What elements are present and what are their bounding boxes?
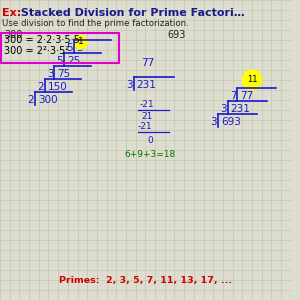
- Text: 7: 7: [230, 91, 236, 101]
- Text: 231: 231: [137, 80, 157, 90]
- Text: 300 = 2²·3·5²: 300 = 2²·3·5²: [4, 46, 69, 56]
- Text: Use division to find the prime factorization.: Use division to find the prime factoriza…: [2, 19, 189, 28]
- Text: 21: 21: [142, 112, 153, 121]
- Text: 1: 1: [78, 38, 83, 46]
- Text: 3: 3: [47, 69, 53, 79]
- Text: Ex:: Ex:: [2, 8, 21, 18]
- Text: 2: 2: [27, 95, 34, 105]
- Text: 300 = 2·2·3·5·5: 300 = 2·2·3·5·5: [4, 35, 80, 45]
- Text: 3: 3: [220, 104, 227, 114]
- Text: 5: 5: [56, 56, 63, 66]
- Text: 5: 5: [66, 43, 73, 53]
- Text: 75: 75: [57, 69, 70, 79]
- Text: -21: -21: [138, 122, 152, 131]
- Text: 3: 3: [126, 80, 133, 90]
- Text: 300: 300: [38, 95, 57, 105]
- Circle shape: [242, 70, 262, 90]
- Text: 693: 693: [168, 30, 186, 40]
- Text: Primes:  2, 3, 5, 7, 11, 13, 17, ...: Primes: 2, 3, 5, 7, 11, 13, 17, ...: [59, 276, 232, 285]
- Text: 77: 77: [142, 58, 155, 68]
- Text: 5: 5: [76, 43, 83, 53]
- Text: 693: 693: [221, 117, 241, 127]
- Text: 2: 2: [37, 82, 44, 92]
- Text: 150: 150: [47, 82, 67, 92]
- Text: 6+9+3=18: 6+9+3=18: [124, 150, 175, 159]
- Circle shape: [74, 35, 87, 49]
- Text: 231: 231: [231, 104, 250, 114]
- Text: 77: 77: [240, 91, 254, 101]
- Text: -21: -21: [140, 100, 154, 109]
- Text: 11: 11: [247, 76, 257, 85]
- Text: Stacked Division for Prime Factori…: Stacked Division for Prime Factori…: [17, 8, 245, 18]
- Text: 300: 300: [4, 30, 22, 40]
- Text: 0: 0: [147, 136, 153, 145]
- Text: 3: 3: [211, 117, 217, 127]
- Text: 25: 25: [67, 56, 80, 66]
